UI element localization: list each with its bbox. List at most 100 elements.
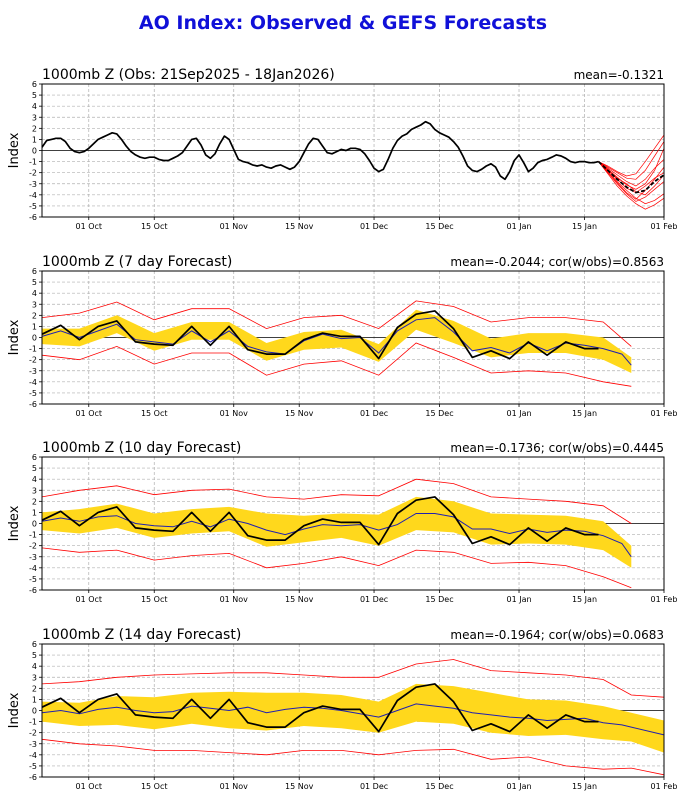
x-tick-label: 01 Nov bbox=[220, 222, 249, 231]
y-tick-label: -5 bbox=[29, 762, 37, 771]
y-tick-label: 2 bbox=[32, 497, 37, 506]
y-tick-label: -2 bbox=[29, 542, 37, 551]
y-tick-label: -2 bbox=[29, 169, 37, 178]
x-tick-label: 15 Nov bbox=[285, 782, 314, 791]
y-tick-label: -5 bbox=[29, 575, 37, 584]
x-tick-label: 01 Jan bbox=[506, 222, 531, 231]
observed-line bbox=[41, 683, 599, 733]
y-tick-label: 6 bbox=[32, 267, 37, 276]
y-tick-label: 1 bbox=[32, 322, 37, 331]
y-axis-label: Index bbox=[7, 132, 22, 168]
y-tick-label: -1 bbox=[29, 345, 37, 354]
x-tick-label: 15 Jan bbox=[572, 782, 597, 791]
y-tick-label: 0 bbox=[32, 520, 37, 529]
y-tick-label: 0 bbox=[32, 334, 37, 343]
x-tick-label: 15 Dec bbox=[425, 782, 453, 791]
y-tick-label: 6 bbox=[32, 80, 37, 89]
plot-frame bbox=[41, 456, 665, 591]
x-tick-label: 15 Nov bbox=[285, 222, 314, 231]
ensemble-member-line bbox=[598, 134, 665, 177]
ensemble-mean-line bbox=[597, 160, 665, 194]
chart-panel-1: -6 -5 -4 -3 -2 -1 0 1 2 3 4 5 6 01 Oct 15 Oct 01 Nov 15 … bbox=[7, 67, 677, 231]
y-tick-label: 3 bbox=[32, 300, 37, 309]
x-tick-label: 01 Feb bbox=[651, 222, 678, 231]
y-axis-label: Index bbox=[7, 505, 22, 541]
y-tick-label: -1 bbox=[29, 718, 37, 727]
y-tick-label: 3 bbox=[32, 113, 37, 122]
x-tick-label: 15 Dec bbox=[425, 222, 453, 231]
x-tick-label: 01 Feb bbox=[651, 409, 678, 418]
ensemble-member-line bbox=[598, 161, 665, 205]
y-tick-label: 5 bbox=[32, 91, 37, 100]
x-tick-label: 01 Jan bbox=[506, 409, 531, 418]
y-tick-label: -4 bbox=[29, 378, 37, 387]
forecast-mean-line bbox=[41, 513, 632, 558]
y-tick-label: -3 bbox=[29, 367, 37, 376]
y-tick-label: -5 bbox=[29, 202, 37, 211]
y-tick-label: -1 bbox=[29, 531, 37, 540]
x-tick-label: 01 Oct bbox=[75, 222, 102, 231]
envelope-lower-line bbox=[41, 547, 632, 589]
x-tick-label: 15 Dec bbox=[425, 595, 453, 604]
x-tick-label: 01 Nov bbox=[220, 782, 249, 791]
panel-title: 1000mb Z (10 day Forecast) bbox=[42, 440, 241, 456]
y-tick-label: -6 bbox=[29, 773, 37, 782]
x-tick-label: 01 Nov bbox=[220, 595, 249, 604]
y-tick-label: -3 bbox=[29, 740, 37, 749]
x-tick-label: 01 Feb bbox=[651, 782, 678, 791]
x-tick-label: 15 Dec bbox=[425, 409, 453, 418]
y-tick-label: 5 bbox=[32, 278, 37, 287]
y-axis-label: Index bbox=[7, 319, 22, 355]
panel-stats: mean=-0.1736; cor(w/obs)=0.4445 bbox=[450, 441, 664, 455]
y-tick-label: 6 bbox=[32, 453, 37, 462]
page-title: AO Index: Observed & GEFS Forecasts bbox=[139, 12, 547, 34]
ensemble-member-line bbox=[598, 161, 665, 200]
y-tick-label: -4 bbox=[29, 564, 37, 573]
x-tick-label: 15 Nov bbox=[285, 595, 314, 604]
plot-frame bbox=[41, 83, 665, 218]
y-tick-label: -2 bbox=[29, 729, 37, 738]
ensemble-member-line bbox=[598, 141, 665, 180]
panel-title: 1000mb Z (14 day Forecast) bbox=[42, 627, 241, 643]
x-tick-label: 01 Oct bbox=[75, 782, 102, 791]
panel-title: 1000mb Z (7 day Forecast) bbox=[42, 254, 232, 270]
x-tick-label: 15 Oct bbox=[141, 595, 168, 604]
x-tick-label: 01 Dec bbox=[360, 409, 388, 418]
x-tick-label: 15 Jan bbox=[572, 409, 597, 418]
y-tick-label: -3 bbox=[29, 553, 37, 562]
y-tick-label: 2 bbox=[32, 311, 37, 320]
observed-line bbox=[41, 310, 599, 360]
x-tick-label: 15 Jan bbox=[572, 595, 597, 604]
envelope-upper-line bbox=[41, 478, 632, 524]
panel-stats: mean=-0.1964; cor(w/obs)=0.0683 bbox=[450, 628, 664, 642]
y-tick-label: -2 bbox=[29, 356, 37, 365]
y-tick-label: 6 bbox=[32, 640, 37, 649]
envelope-upper-line bbox=[41, 300, 632, 347]
x-tick-label: 01 Dec bbox=[360, 595, 388, 604]
y-tick-label: -5 bbox=[29, 389, 37, 398]
y-tick-label: 3 bbox=[32, 486, 37, 495]
ensemble-member-line bbox=[598, 159, 665, 187]
panel-stats: mean=-0.2044; cor(w/obs)=0.8563 bbox=[450, 255, 664, 269]
envelope-upper-line bbox=[41, 659, 665, 698]
y-tick-label: -4 bbox=[29, 191, 37, 200]
panel-stats: mean=-0.1321 bbox=[574, 68, 664, 82]
x-tick-label: 01 Feb bbox=[651, 595, 678, 604]
x-tick-label: 01 Jan bbox=[506, 782, 531, 791]
y-tick-label: -1 bbox=[29, 158, 37, 167]
plot-frame bbox=[41, 270, 665, 405]
chart-panel-2: -6 -5 -4 -3 -2 -1 0 1 2 3 4 5 6 01 Oct 15 Oct 01 Nov 15 … bbox=[7, 254, 677, 418]
x-tick-label: 01 Nov bbox=[220, 409, 249, 418]
x-tick-label: 15 Oct bbox=[141, 222, 168, 231]
y-tick-label: 4 bbox=[32, 662, 37, 671]
ensemble-spread-band bbox=[42, 496, 632, 568]
envelope-lower-line bbox=[41, 738, 665, 776]
forecast-mean-line bbox=[41, 317, 632, 366]
x-tick-label: 01 Dec bbox=[360, 782, 388, 791]
chart-panel-3: -6 -5 -4 -3 -2 -1 0 1 2 3 4 5 6 01 Oct 15 Oct 01 Nov 15 … bbox=[7, 440, 677, 604]
plot-frame bbox=[41, 643, 665, 778]
y-tick-label: 1 bbox=[32, 695, 37, 704]
y-tick-label: 5 bbox=[32, 651, 37, 660]
x-tick-label: 15 Nov bbox=[285, 409, 314, 418]
